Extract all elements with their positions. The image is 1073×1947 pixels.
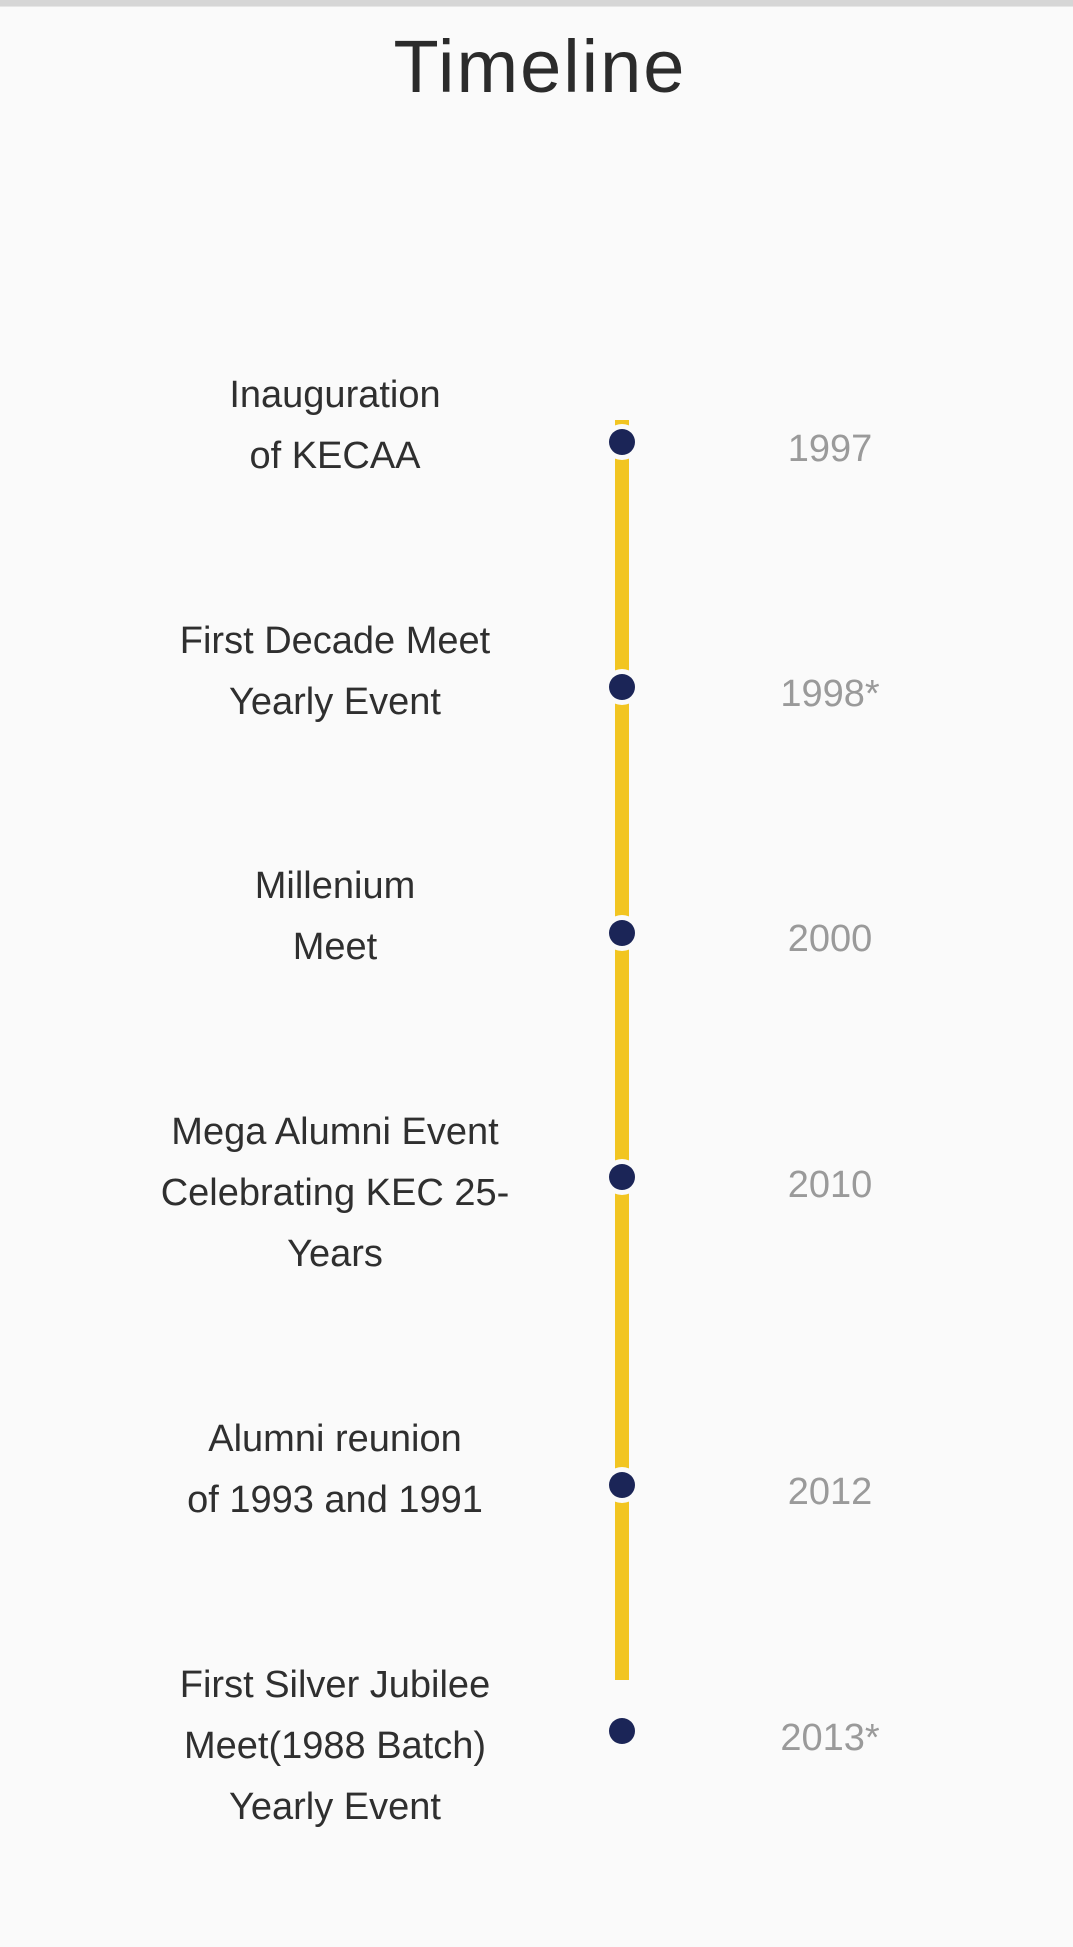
event-label: First Silver Jubilee Meet(1988 Batch) Ye… xyxy=(120,1655,550,1838)
event-label: Millenium Meet xyxy=(120,856,550,978)
timeline-dot xyxy=(604,915,640,951)
timeline-dot xyxy=(604,1713,640,1749)
event-year: 2000 xyxy=(787,918,873,960)
event-label-line: Alumni reunion xyxy=(208,1418,462,1460)
event-label: Inauguration of KECAA xyxy=(120,365,550,487)
timeline-dot xyxy=(604,424,640,460)
timeline-dot xyxy=(604,669,640,705)
event-label-line: Inauguration xyxy=(229,374,441,416)
timeline-dot xyxy=(604,1467,640,1503)
event-label-line: Celebrating KEC 25- xyxy=(160,1172,510,1214)
event-label-line: Millenium xyxy=(254,865,416,907)
top-divider xyxy=(0,0,1073,7)
event-label: Mega Alumni Event Celebrating KEC 25- Ye… xyxy=(120,1102,550,1285)
timeline-dot xyxy=(604,1159,640,1195)
event-label: Alumni reunion of 1993 and 1991 xyxy=(120,1409,550,1531)
event-label-line: Yearly Event xyxy=(229,681,441,723)
event-label-line: First Decade Meet xyxy=(179,620,491,662)
event-year: 1997 xyxy=(787,428,873,470)
event-label-line: Meet xyxy=(292,926,378,968)
event-label-line: of KECAA xyxy=(249,435,421,477)
event-year: 2010 xyxy=(787,1164,873,1206)
event-year: 2013* xyxy=(780,1717,880,1759)
event-label-line: Mega Alumni Event xyxy=(171,1111,499,1153)
event-label-line: of 1993 and 1991 xyxy=(187,1479,483,1521)
timeline-track xyxy=(615,420,629,1680)
event-label-line: First Silver Jubilee xyxy=(179,1664,491,1706)
event-label: First Decade Meet Yearly Event xyxy=(120,611,550,733)
event-year: 2012 xyxy=(787,1471,873,1513)
page-title: Timeline xyxy=(393,25,687,108)
event-label-line: Years xyxy=(287,1233,383,1275)
event-label-line: Meet(1988 Batch) xyxy=(183,1725,487,1767)
event-label-line: Yearly Event xyxy=(229,1786,441,1828)
event-year: 1998* xyxy=(780,673,880,715)
